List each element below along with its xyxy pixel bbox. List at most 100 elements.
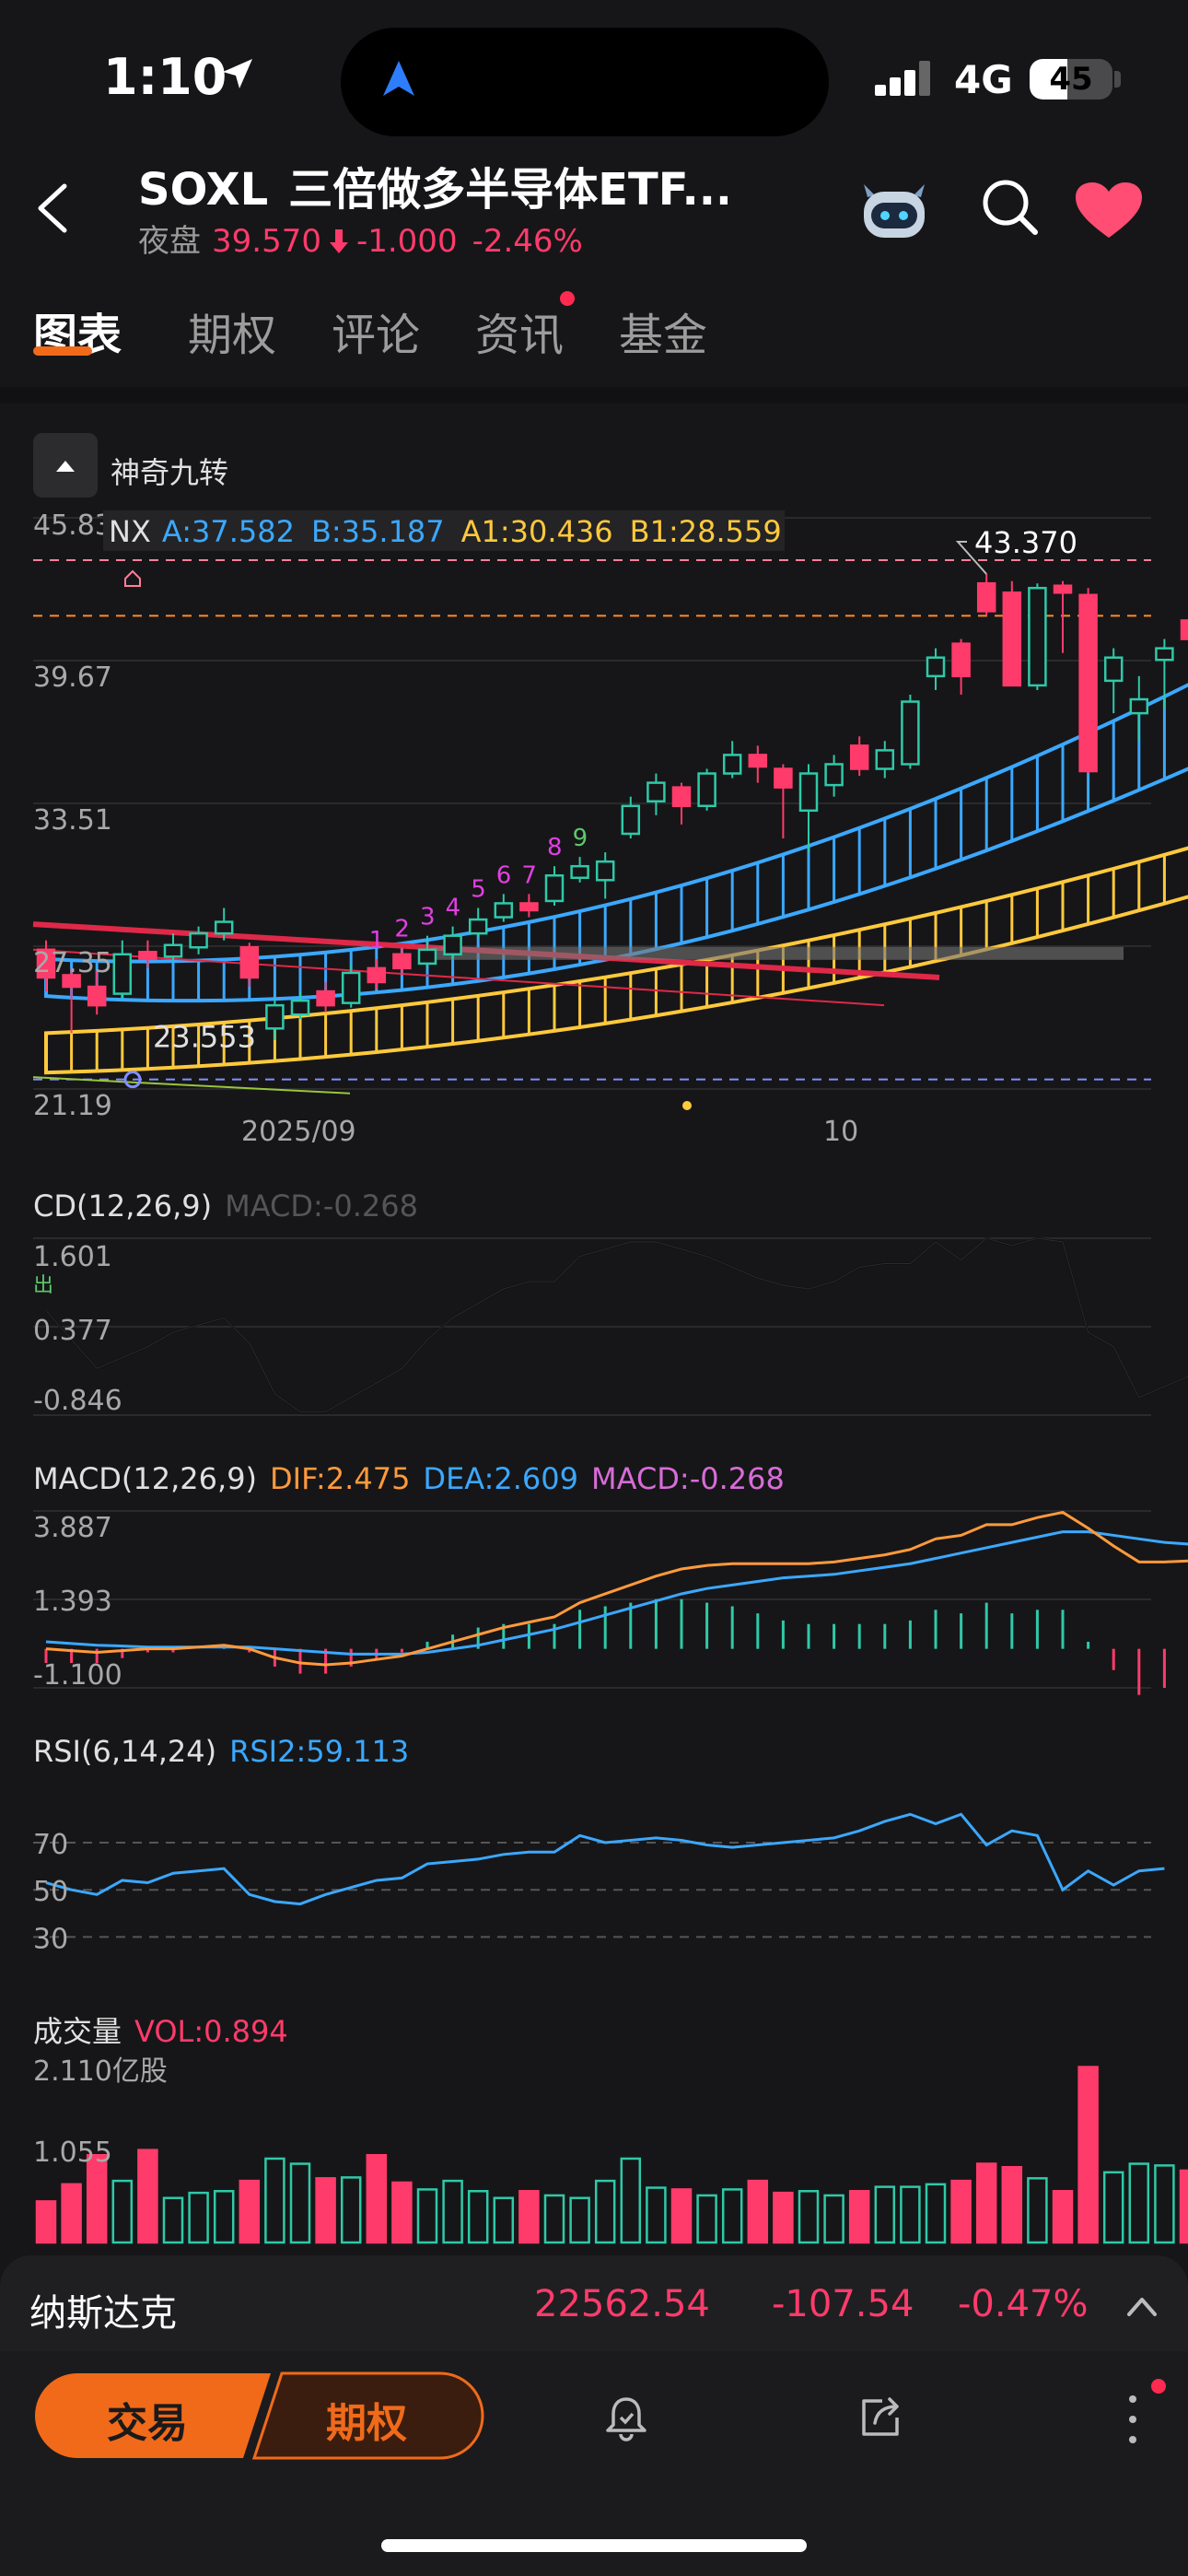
candle-up xyxy=(621,804,641,836)
index-ticker-bar[interactable] xyxy=(0,2255,1188,2351)
candle-up xyxy=(443,934,462,956)
trade-button[interactable]: 交易 xyxy=(33,2371,263,2460)
support-trendline xyxy=(32,948,885,1007)
quote-summary: 夜盘 39.570 -1.000 -2.46% xyxy=(138,216,583,261)
nine-turn-number: 8 xyxy=(547,834,563,861)
volume-bar-up xyxy=(493,2196,515,2244)
volume-title: 成交量 xyxy=(33,2014,122,2049)
tab-options[interactable]: 期权 xyxy=(188,310,277,361)
volume-bar-up xyxy=(111,2179,134,2244)
macd-header[interactable]: MACD(12,26,9) DIF:2.475 DEA:2.609 MACD:-0.2… xyxy=(33,1461,785,1496)
candle-up xyxy=(570,864,589,880)
candle-up xyxy=(417,948,437,966)
last-price: 39.570 xyxy=(212,223,321,260)
index-name: 纳斯达克 xyxy=(29,2292,177,2335)
volume-bar-down xyxy=(1077,2066,1099,2244)
active-tab-indicator xyxy=(33,346,92,356)
candle-up xyxy=(926,656,946,678)
share-icon[interactable] xyxy=(855,2392,906,2443)
nine-turn-number: 1 xyxy=(369,927,385,954)
candle-up xyxy=(1129,697,1149,715)
candle-up xyxy=(824,763,844,787)
volume-header[interactable]: 成交量 VOL:0.894 xyxy=(33,2008,288,2051)
y-axis-tick-label: 27.35 xyxy=(33,947,112,979)
ma-line xyxy=(32,1076,351,1095)
back-chevron-icon[interactable] xyxy=(26,175,81,241)
candle-up xyxy=(265,1003,285,1030)
volume-bar-down xyxy=(35,2200,57,2244)
search-icon[interactable] xyxy=(980,177,1041,238)
y-axis-tick-label: -1.100 xyxy=(33,1659,122,1692)
price-alert-bell-icon[interactable] xyxy=(600,2392,652,2443)
volume-bar-up xyxy=(289,2162,311,2244)
candle-up xyxy=(189,931,208,949)
tab-fund[interactable]: 基金 xyxy=(619,310,708,361)
battery-level xyxy=(1030,59,1067,100)
cd-line-shadow xyxy=(45,1237,1188,1412)
expand-chevron-up-icon[interactable] xyxy=(1124,2292,1160,2320)
volume-bar-up xyxy=(1128,2162,1150,2244)
caret-up-icon xyxy=(56,461,75,472)
volume-bar-up xyxy=(594,2179,616,2244)
trade-button-label: 交易 xyxy=(107,2400,188,2447)
home-indicator[interactable] xyxy=(381,2539,807,2552)
more-vertical-icon[interactable] xyxy=(1124,2392,1142,2447)
indicator-collapse-toggle[interactable] xyxy=(33,433,98,498)
cd-header[interactable]: CD(12,26,9) MACD:-0.268 xyxy=(33,1188,418,1224)
volume-bar-up xyxy=(188,2191,209,2244)
y-axis-tick-label: 0.377 xyxy=(33,1315,112,1347)
macd-indicator-chart[interactable]: 3.887 1.393 -1.100 xyxy=(0,1498,1188,1701)
candle-down xyxy=(1002,591,1022,687)
volume-bar-up xyxy=(416,2188,438,2244)
candle-down xyxy=(138,951,157,961)
candlestick-chart[interactable]: 1 2 3 456 78 9 45.83 39.67 33.51 27.35 21.19 43.370… xyxy=(0,498,1188,1142)
nine-turn-number: 4 xyxy=(446,895,461,922)
stock-title: SOXL 三倍做多半导体ETF... xyxy=(138,153,728,217)
rsi-header[interactable]: RSI(6,14,24) RSI2:59.113 xyxy=(33,1734,422,1769)
volume-bar-up xyxy=(874,2185,896,2244)
candle-up xyxy=(798,772,819,813)
candle-up xyxy=(697,772,716,808)
macd-dea: DEA:2.609 xyxy=(423,1461,578,1496)
price-change-pct: -2.46% xyxy=(472,223,583,260)
price-zone-bar xyxy=(431,946,1124,960)
candle-down xyxy=(976,581,996,613)
section-divider xyxy=(0,387,1188,404)
volume-bar-down xyxy=(239,2179,261,2244)
candle-up xyxy=(1103,656,1124,683)
option-button[interactable]: 期权 xyxy=(241,2371,483,2460)
dynamic-island[interactable] xyxy=(341,28,829,136)
cd-signal-glyph: 出 xyxy=(33,1274,53,1297)
dif-line xyxy=(45,1510,1188,1667)
volume-chart[interactable]: 2.110亿股 1.055 xyxy=(0,2047,1188,2255)
index-change: -107.54 xyxy=(772,2283,914,2325)
candle-down xyxy=(392,953,412,970)
candle-up xyxy=(468,918,488,935)
option-button-label: 期权 xyxy=(326,2400,407,2447)
news-badge-dot xyxy=(560,291,575,306)
tab-news[interactable]: 资讯 xyxy=(475,310,565,361)
candle-down xyxy=(36,948,56,979)
favorite-heart-icon[interactable] xyxy=(1074,181,1144,241)
y-axis-tick-label: 1.055 xyxy=(33,2137,112,2169)
candle-up xyxy=(1028,586,1047,687)
rsi-indicator-chart[interactable]: 70 50 30 xyxy=(0,1771,1188,1973)
nx-b-value: B:35.187 xyxy=(310,514,445,549)
cd-indicator-chart[interactable]: 1.601 0.377 -0.846 出 xyxy=(0,1225,1188,1428)
candle-down xyxy=(519,902,539,912)
stock-name: 三倍做多半导体ETF... xyxy=(288,164,728,216)
alert-marker-icon xyxy=(124,569,141,587)
candle-up xyxy=(901,700,920,766)
y-axis-tick-label: 45.83 xyxy=(33,509,112,542)
y-axis-tick-label: 50 xyxy=(33,1876,68,1908)
y-axis-tick-label: 33.51 xyxy=(33,804,112,837)
nx-label: NX xyxy=(109,514,151,549)
ai-assistant-robot-icon[interactable] xyxy=(856,175,932,241)
volume-bar-down xyxy=(366,2154,388,2244)
volume-bar-up xyxy=(467,2190,489,2244)
cd-title: CD(12,26,9) xyxy=(33,1188,213,1224)
cd-macd-value: MACD:-0.268 xyxy=(225,1188,418,1224)
volume-bar-up xyxy=(543,2194,565,2244)
nx-a1-value: A1:30.436 xyxy=(460,514,613,549)
tab-comments[interactable]: 评论 xyxy=(332,310,421,361)
